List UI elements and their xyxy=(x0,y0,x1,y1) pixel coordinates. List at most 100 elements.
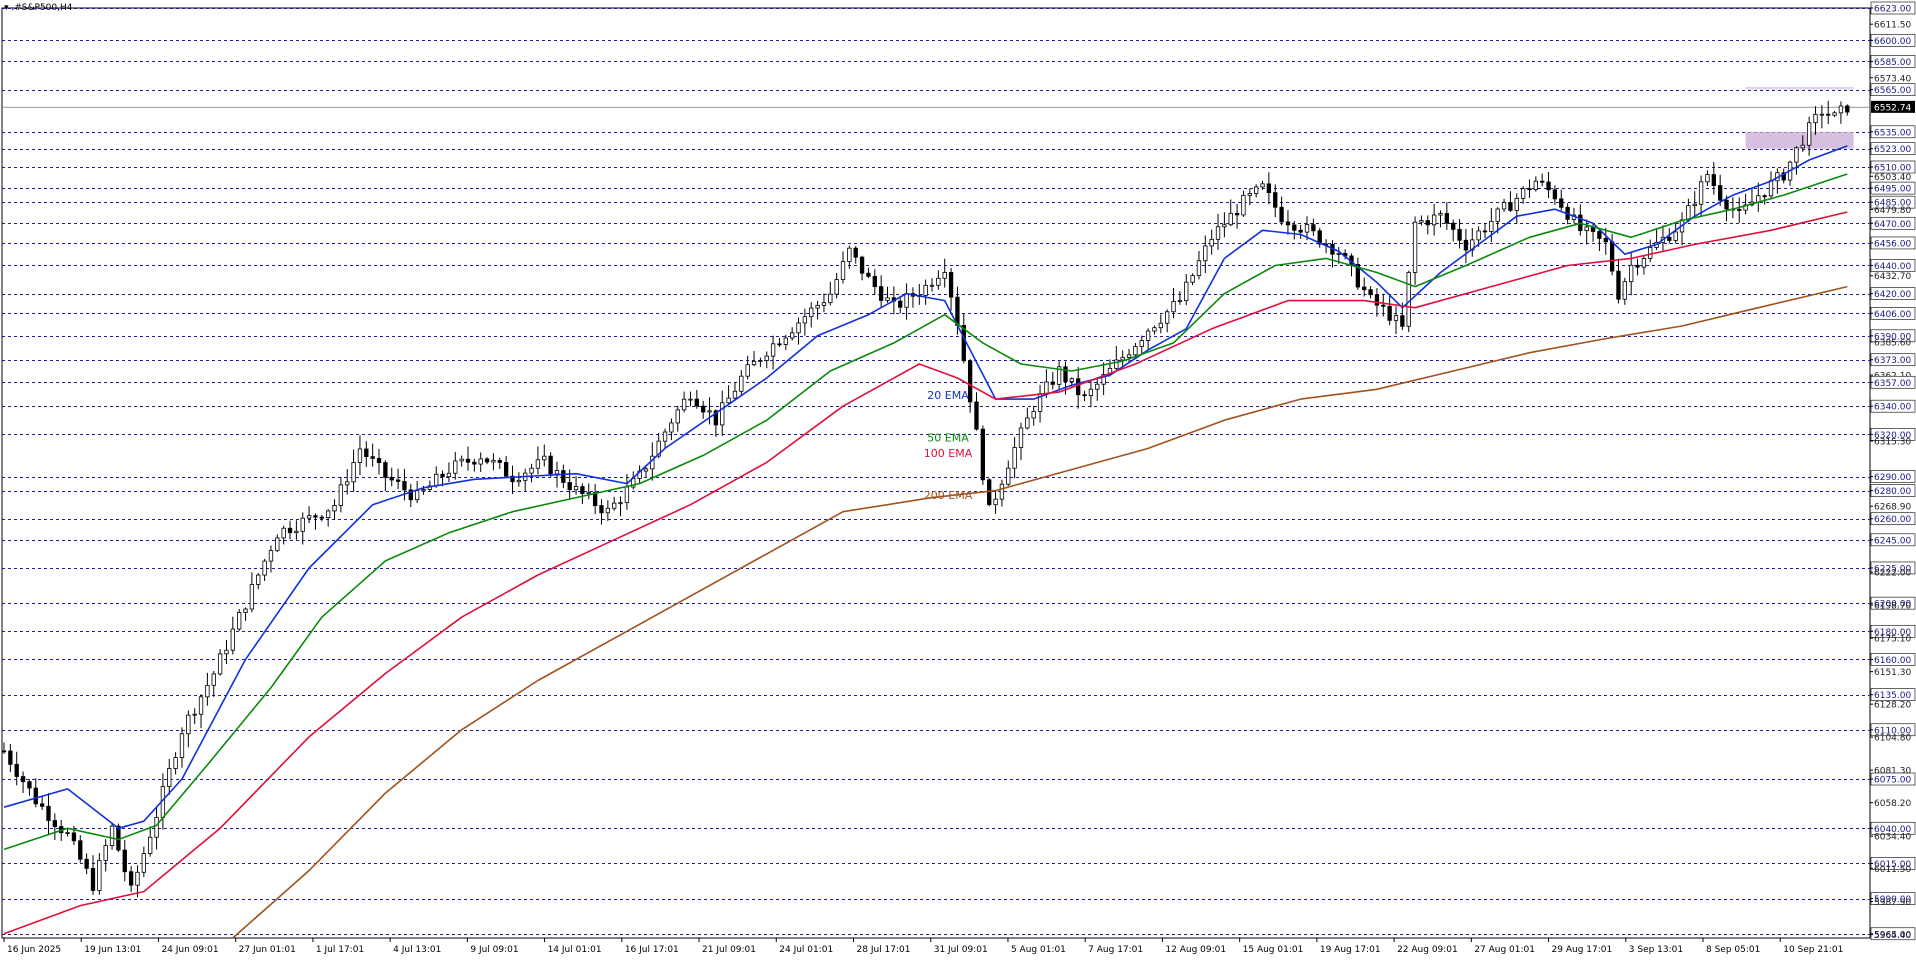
candle-body xyxy=(1311,224,1316,232)
candle-body xyxy=(853,247,858,258)
ema20-label: 20 EMA xyxy=(927,389,969,402)
time-label: 7 Aug 17:01 xyxy=(1088,945,1143,955)
price-label: 6128.20 xyxy=(1874,701,1911,711)
candle-body xyxy=(1273,192,1278,208)
candle-body xyxy=(1527,188,1532,191)
candle-body xyxy=(249,584,255,610)
candle-body xyxy=(224,649,229,655)
candle-body xyxy=(1451,222,1456,230)
candle-body xyxy=(103,845,108,861)
candle-body xyxy=(1686,205,1691,221)
candle-body xyxy=(1845,105,1850,113)
candle-body xyxy=(1431,214,1437,226)
candle-body xyxy=(605,507,610,514)
candle-body xyxy=(52,820,58,827)
candle-body xyxy=(542,455,547,461)
candle-body xyxy=(618,502,623,505)
candle-body xyxy=(154,817,159,838)
candle-body xyxy=(1190,275,1195,283)
candle-body xyxy=(783,337,788,345)
candle-body xyxy=(1476,230,1481,241)
candle-body xyxy=(592,492,598,506)
price-label: 6340.00 xyxy=(1874,403,1911,413)
candle-body xyxy=(1800,144,1805,149)
candle-body xyxy=(148,836,153,854)
candle-body xyxy=(669,422,674,433)
candle-body xyxy=(1489,220,1494,232)
symbol-title-text: ▾ .#S&P500,H4 xyxy=(4,3,73,13)
candle-body xyxy=(1292,224,1297,231)
candle-body xyxy=(8,750,13,765)
candle-body xyxy=(1368,289,1373,296)
price-label: 6623.00 xyxy=(1874,5,1911,15)
price-label: 6104.80 xyxy=(1874,734,1911,744)
time-label: 29 Aug 17:01 xyxy=(1552,945,1613,955)
candle-body xyxy=(503,462,509,477)
price-label: 5987.90 xyxy=(1874,898,1911,908)
candle-body xyxy=(1203,245,1208,262)
candle-body xyxy=(109,825,115,846)
price-label: 6198.70 xyxy=(1874,601,1911,611)
candle-body xyxy=(1425,220,1430,226)
symbol-title[interactable]: ▾ .#S&P500,H4 xyxy=(4,3,72,13)
time-label: 27 Aug 01:01 xyxy=(1474,945,1535,955)
candle-body xyxy=(662,431,668,442)
candle-body xyxy=(1438,213,1443,216)
candle-body xyxy=(885,297,890,301)
candle-body xyxy=(1336,253,1341,255)
candle-body xyxy=(764,355,769,361)
candle-body xyxy=(135,871,140,886)
candle-body xyxy=(1508,202,1513,211)
candle-body xyxy=(1838,105,1844,114)
candle-body xyxy=(275,537,280,552)
candle-body xyxy=(1667,236,1672,241)
candle-body xyxy=(33,787,38,805)
resistance-zone xyxy=(1745,86,1854,90)
candle-body xyxy=(281,527,286,539)
candle-body xyxy=(65,832,70,835)
candle-body xyxy=(967,360,973,403)
candle-body xyxy=(287,527,293,534)
candle-body xyxy=(268,550,274,562)
candle-body xyxy=(1031,410,1036,419)
candle-body xyxy=(1044,381,1049,395)
candle-body xyxy=(1381,304,1386,307)
time-label: 1 Jul 17:01 xyxy=(316,945,364,955)
price-label: 6081.30 xyxy=(1874,767,1911,777)
price-label: 6390.00 xyxy=(1874,332,1911,342)
time-label: 31 Jul 09:01 xyxy=(934,945,988,955)
ema-line-20 xyxy=(3,145,1848,830)
candle-body xyxy=(580,486,585,495)
candle-body xyxy=(313,515,318,518)
time-label: 10 Sep 21:01 xyxy=(1783,945,1843,955)
candle-body xyxy=(1247,193,1252,196)
candle-body xyxy=(1520,188,1526,199)
candle-body xyxy=(701,405,706,413)
candle-body xyxy=(612,502,617,509)
candle-body xyxy=(243,608,248,613)
candle-body xyxy=(720,402,725,426)
price-label: 6432.70 xyxy=(1874,272,1911,282)
candle-body xyxy=(116,825,121,851)
candle-body xyxy=(1781,172,1786,181)
time-label: 27 Jun 01:01 xyxy=(239,945,296,955)
candle-body xyxy=(1317,230,1322,245)
ema-line-200 xyxy=(232,285,1848,939)
candle-body xyxy=(942,272,947,279)
candle-body xyxy=(414,490,420,501)
price-label: 6495.00 xyxy=(1874,185,1911,195)
candle-body xyxy=(326,510,331,518)
time-label: 15 Aug 01:01 xyxy=(1243,945,1304,955)
candle-body xyxy=(866,272,871,277)
candle-body xyxy=(624,486,630,504)
candle-body xyxy=(1082,394,1087,397)
time-label: 12 Aug 09:01 xyxy=(1165,945,1226,955)
price-label: 6225.00 xyxy=(1874,564,1911,574)
price-label: 6585.00 xyxy=(1874,58,1911,68)
price-label: 6573.40 xyxy=(1874,74,1911,84)
candle-body xyxy=(370,456,375,459)
candle-body xyxy=(1126,354,1132,358)
time-label: 16 Jul 17:01 xyxy=(625,945,679,955)
candle-body xyxy=(440,473,445,478)
